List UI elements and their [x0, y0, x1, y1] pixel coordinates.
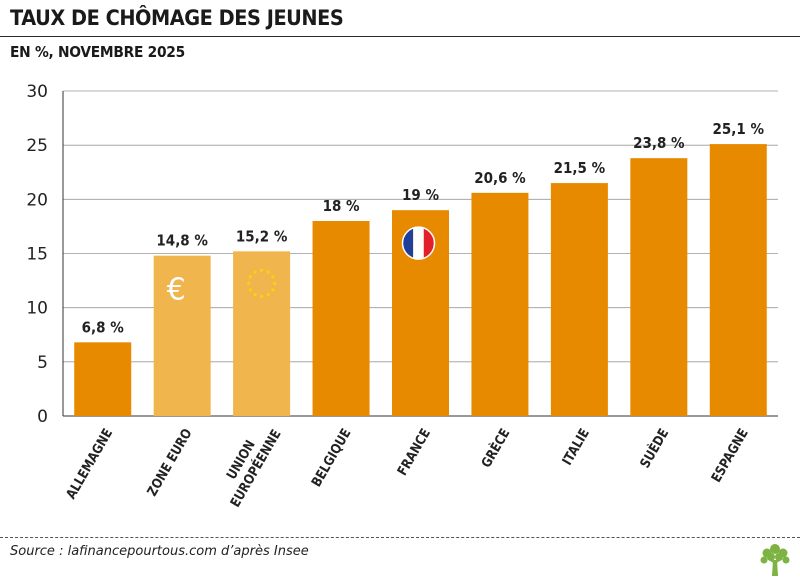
source-note: Source : lafinancepourtous.com d’après I…: [10, 544, 309, 559]
bar: [153, 255, 211, 416]
category-label: UNIONEUROPÉENNE: [212, 418, 284, 510]
y-tick-label: 5: [37, 353, 48, 373]
category-label: ESPAGNE: [708, 426, 752, 485]
data-label: 6,8 %: [82, 320, 124, 337]
bar: [471, 192, 529, 416]
y-tick-label: 25: [26, 136, 48, 156]
data-label: 21,5 %: [554, 160, 605, 177]
france-flag-icon: [401, 226, 436, 260]
euro-icon: €: [167, 273, 186, 308]
y-tick-label: 30: [26, 82, 48, 102]
data-label: 20,6 %: [474, 170, 525, 187]
category-label: GRÈCE: [478, 426, 513, 471]
footer-divider: [0, 537, 800, 538]
data-label: 23,8 %: [633, 136, 684, 153]
data-label: 18 %: [323, 198, 360, 215]
y-tick-label: 0: [37, 407, 48, 427]
tree-logo-icon: [760, 544, 790, 576]
y-tick-label: 10: [26, 299, 48, 319]
eu-stars-icon: [247, 268, 277, 298]
title-divider: [0, 36, 800, 37]
bar: [312, 221, 370, 416]
bar: [550, 183, 608, 416]
bar-chart: 0 5 10 15 20 25 30 6,8 % ALLEMAGNE 14,8 % € ZONE EU…: [26, 82, 778, 510]
category-label: ITALIE: [558, 426, 592, 468]
bar: [233, 251, 291, 416]
y-tick-label: 15: [26, 245, 48, 265]
category-label: FRANCE: [394, 426, 434, 479]
data-label: 14,8 %: [156, 233, 207, 250]
category-label: ALLEMAGNE: [62, 426, 115, 502]
category-label: BELGIQUE: [308, 426, 354, 490]
y-tick-label: 20: [26, 190, 48, 210]
data-label: 19 %: [402, 188, 439, 205]
bar: [709, 144, 767, 417]
bar: [74, 342, 132, 416]
chart-title: TAUX DE CHÔMAGE DES JEUNES: [10, 6, 344, 30]
category-label: ZONE EURO: [143, 425, 195, 498]
category-label: SUÈDE: [636, 426, 671, 471]
bar: [630, 158, 688, 416]
data-label: 25,1 %: [713, 121, 764, 138]
data-label: 15,2 %: [236, 229, 287, 246]
chart-subtitle: EN %, NOVEMBRE 2025: [10, 43, 185, 61]
